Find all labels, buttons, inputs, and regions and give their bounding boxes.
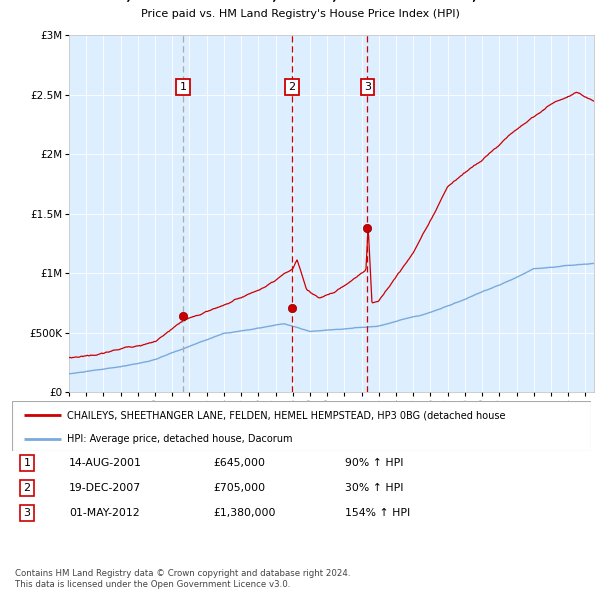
Text: £1,380,000: £1,380,000 <box>213 508 275 517</box>
Text: 1: 1 <box>179 82 187 92</box>
Text: £705,000: £705,000 <box>213 483 265 493</box>
Text: 14-AUG-2001: 14-AUG-2001 <box>69 458 142 468</box>
Text: HPI: Average price, detached house, Dacorum: HPI: Average price, detached house, Daco… <box>67 434 293 444</box>
Text: 1: 1 <box>23 458 31 468</box>
Text: Contains HM Land Registry data © Crown copyright and database right 2024.: Contains HM Land Registry data © Crown c… <box>15 569 350 578</box>
Text: £645,000: £645,000 <box>213 458 265 468</box>
Text: 19-DEC-2007: 19-DEC-2007 <box>69 483 141 493</box>
Text: 2: 2 <box>289 82 296 92</box>
Text: Price paid vs. HM Land Registry's House Price Index (HPI): Price paid vs. HM Land Registry's House … <box>140 9 460 19</box>
Text: CHAILEYS, SHEETHANGER LANE, FELDEN, HEMEL HEMPSTEAD, HP3 0BG (detached house: CHAILEYS, SHEETHANGER LANE, FELDEN, HEME… <box>67 410 506 420</box>
Text: This data is licensed under the Open Government Licence v3.0.: This data is licensed under the Open Gov… <box>15 579 290 589</box>
Text: 30% ↑ HPI: 30% ↑ HPI <box>345 483 404 493</box>
Text: 01-MAY-2012: 01-MAY-2012 <box>69 508 140 517</box>
Text: 3: 3 <box>364 82 371 92</box>
Text: 2: 2 <box>23 483 31 493</box>
Text: 90% ↑ HPI: 90% ↑ HPI <box>345 458 404 468</box>
Text: 3: 3 <box>23 508 31 517</box>
Text: 154% ↑ HPI: 154% ↑ HPI <box>345 508 410 517</box>
Text: CHAILEYS, SHEETHANGER LANE, FELDEN, HEMEL HEMPSTEAD, HP3 0BG: CHAILEYS, SHEETHANGER LANE, FELDEN, HEME… <box>62 0 538 3</box>
